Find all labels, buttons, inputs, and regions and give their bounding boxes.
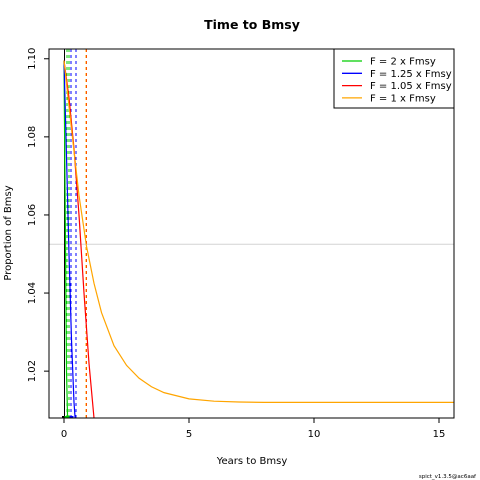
series-line-1: [63, 60, 76, 418]
plot-frame: [48, 48, 455, 419]
y-tick-label-0: 1.02: [27, 360, 38, 382]
y-tick-label-1: 1.04: [27, 282, 38, 304]
legend-label-3: F = 1 x Fmsy: [370, 93, 436, 104]
y-tick-label-4: 1.10: [27, 48, 38, 70]
version-footnote: spict_v1.3.5@ac6aaf: [419, 474, 477, 480]
y-axis-label: Proportion of Bmsy: [3, 185, 14, 280]
series-line-3: [63, 60, 454, 403]
x-tick-label-2: 10: [308, 429, 321, 440]
series-line-0: [63, 60, 69, 418]
y-tick-label-3: 1.08: [27, 126, 38, 148]
vertical-markers: [64, 49, 87, 418]
legend-label-1: F = 1.25 x Fmsy: [370, 69, 452, 80]
legend-label-0: F = 2 x Fmsy: [370, 57, 436, 68]
x-tick-label-0: 0: [61, 429, 67, 440]
legend-label-2: F = 1.05 x Fmsy: [370, 81, 452, 92]
series-line-2: [63, 60, 95, 418]
plot-layer: 0 5 10 151.021.041.061.081.10 F = 2 x FmsyF …: [27, 48, 455, 440]
x-tick-label-1: 5: [186, 429, 192, 440]
x-tick-label-3: 15: [433, 429, 446, 440]
x-axis-label: Years to Bmsy: [216, 456, 288, 467]
chart-title: Time to Bmsy: [204, 17, 300, 32]
y-tick-label-2: 1.06: [27, 204, 38, 226]
series-lines: [63, 60, 454, 418]
